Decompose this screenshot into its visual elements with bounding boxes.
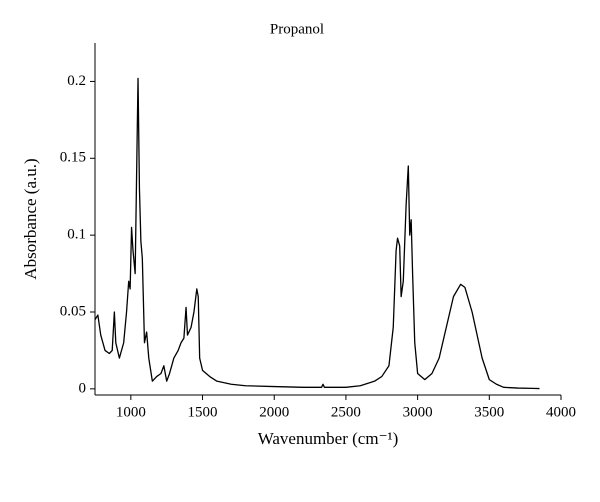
chart-title: Propanol <box>270 21 324 37</box>
y-tick-label: 0 <box>79 380 87 396</box>
y-tick-label: 0.1 <box>67 227 86 243</box>
x-tick-label: 1000 <box>116 404 146 420</box>
spectrum-line <box>94 77 540 390</box>
y-tick-label: 0.15 <box>60 150 86 166</box>
y-tick-label: 0.2 <box>67 73 86 89</box>
x-tick-label: 1500 <box>188 404 218 420</box>
y-tick-label: 0.05 <box>60 303 86 319</box>
x-tick-label: 4000 <box>546 404 576 420</box>
x-tick-label: 3000 <box>403 404 433 420</box>
y-axis-label: Absorbance (a.u.) <box>21 158 40 279</box>
x-axis-label: Wavenumber (cm⁻¹) <box>258 429 399 448</box>
x-tick-label: 3500 <box>474 404 504 420</box>
x-tick-label: 2000 <box>259 404 289 420</box>
x-tick-label: 2500 <box>331 404 361 420</box>
